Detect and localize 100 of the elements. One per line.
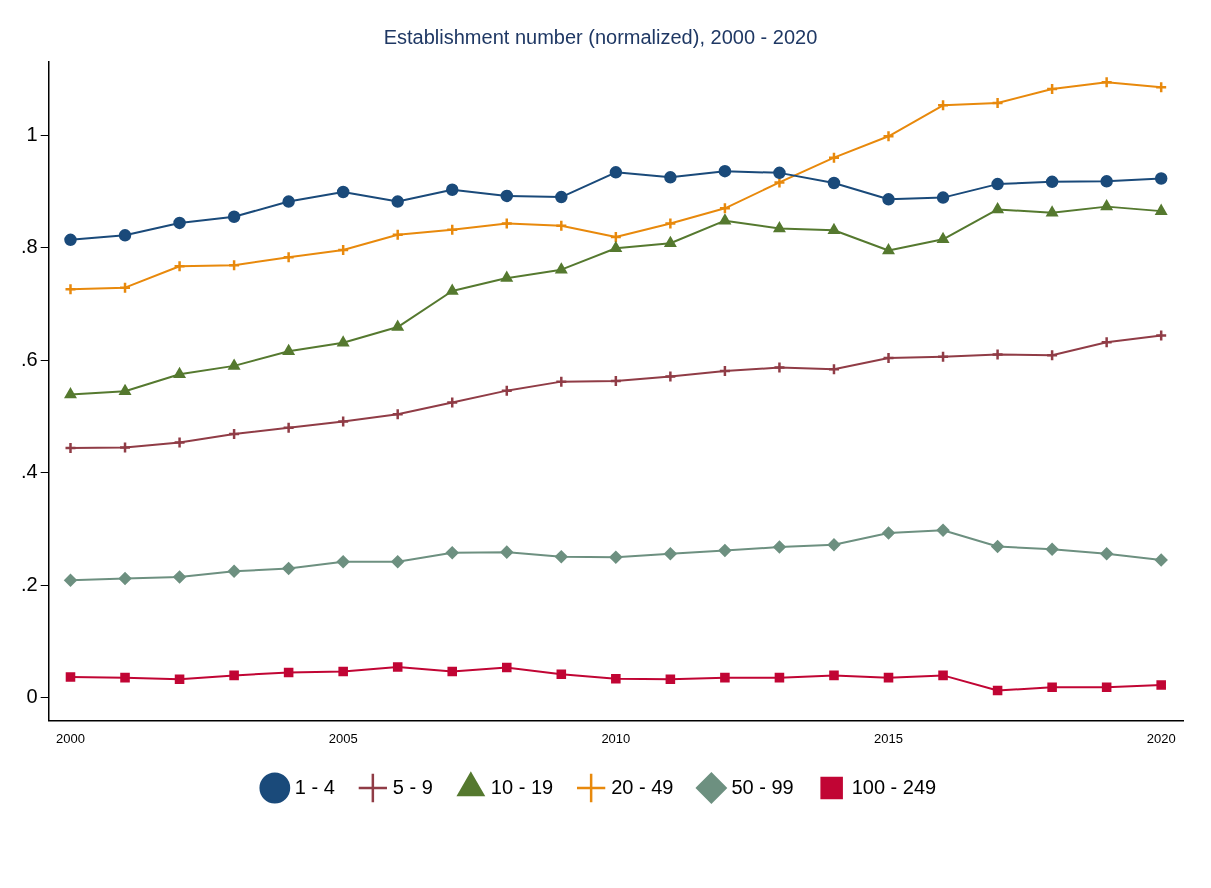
- legend-label: 50 - 99: [731, 775, 794, 798]
- point: [664, 171, 677, 184]
- legend-label: 5 - 9: [392, 775, 433, 798]
- point: [119, 384, 131, 395]
- point: [664, 547, 677, 561]
- point: [65, 672, 76, 682]
- y-tick-label: .4: [20, 460, 38, 483]
- point: [609, 374, 623, 388]
- legend-label: 10 - 19: [490, 775, 554, 798]
- point: [446, 284, 458, 295]
- point: [282, 421, 295, 435]
- point: [1047, 682, 1057, 692]
- point: [773, 540, 786, 554]
- legend-label: 20 - 49: [611, 775, 674, 798]
- point: [173, 260, 186, 273]
- point: [1100, 175, 1113, 188]
- point: [882, 193, 895, 206]
- point: [555, 190, 568, 204]
- point: [336, 555, 350, 568]
- point: [1101, 682, 1112, 692]
- point: [991, 177, 1004, 191]
- legend-label: 100 - 249: [851, 775, 937, 798]
- point: [827, 151, 841, 164]
- point: [391, 408, 404, 421]
- point: [391, 228, 404, 242]
- y-tick-label: .6: [20, 347, 38, 370]
- point: [936, 191, 950, 204]
- point: [500, 545, 514, 559]
- point: [174, 674, 185, 685]
- point: [555, 550, 568, 563]
- point: [336, 415, 350, 428]
- point: [391, 195, 404, 208]
- point: [774, 672, 785, 683]
- point: [1101, 200, 1113, 211]
- point: [992, 203, 1004, 214]
- point: [609, 230, 623, 244]
- point: [118, 281, 132, 294]
- y-tick-label: .8: [20, 235, 38, 258]
- point: [936, 99, 950, 112]
- point: [1100, 76, 1113, 89]
- point: [719, 214, 731, 225]
- point: [445, 396, 459, 409]
- point: [392, 662, 403, 672]
- point: [718, 364, 732, 378]
- point: [609, 166, 623, 179]
- point: [828, 224, 840, 235]
- point: [991, 348, 1004, 361]
- point: [229, 670, 239, 681]
- point: [227, 427, 241, 441]
- point: [64, 574, 77, 587]
- point: [936, 350, 950, 364]
- point: [337, 336, 349, 347]
- point: [827, 538, 841, 552]
- point: [718, 544, 732, 557]
- legend-label: 1 - 4: [294, 775, 335, 798]
- chart-title: Establishment number (normalized), 2000 - 2020: [383, 25, 818, 48]
- point: [445, 183, 459, 196]
- point: [336, 243, 350, 257]
- point: [501, 662, 512, 673]
- point: [882, 244, 895, 255]
- point: [664, 236, 676, 247]
- x-tick-label: 2015: [874, 730, 903, 746]
- point: [664, 370, 677, 383]
- point: [882, 351, 895, 365]
- point: [227, 565, 241, 578]
- point: [500, 384, 514, 397]
- point: [445, 546, 459, 559]
- point: [1155, 204, 1167, 215]
- point: [500, 217, 514, 230]
- point: [227, 258, 241, 272]
- point: [720, 672, 730, 683]
- point: [829, 670, 839, 681]
- point: [64, 233, 77, 247]
- point: [392, 320, 404, 331]
- point: [391, 555, 404, 568]
- y-tick-label: 0: [26, 685, 38, 708]
- point: [282, 195, 295, 208]
- y-tick-label: 1: [26, 122, 38, 145]
- point: [336, 185, 350, 199]
- point: [827, 176, 841, 190]
- point: [1154, 329, 1168, 342]
- point: [1046, 206, 1058, 217]
- point: [665, 674, 676, 685]
- point: [447, 666, 458, 677]
- point: [1045, 543, 1059, 556]
- point: [936, 523, 950, 537]
- point: [1045, 82, 1059, 96]
- point: [120, 672, 130, 683]
- point: [609, 550, 623, 564]
- point: [827, 363, 841, 376]
- point: [991, 540, 1004, 553]
- point: [500, 189, 514, 203]
- point: [173, 570, 186, 584]
- point: [283, 667, 294, 678]
- x-tick-label: 2020: [1146, 730, 1176, 746]
- point: [992, 685, 1003, 696]
- point: [445, 223, 459, 236]
- point: [555, 263, 567, 274]
- point: [1154, 172, 1168, 185]
- point: [938, 670, 948, 681]
